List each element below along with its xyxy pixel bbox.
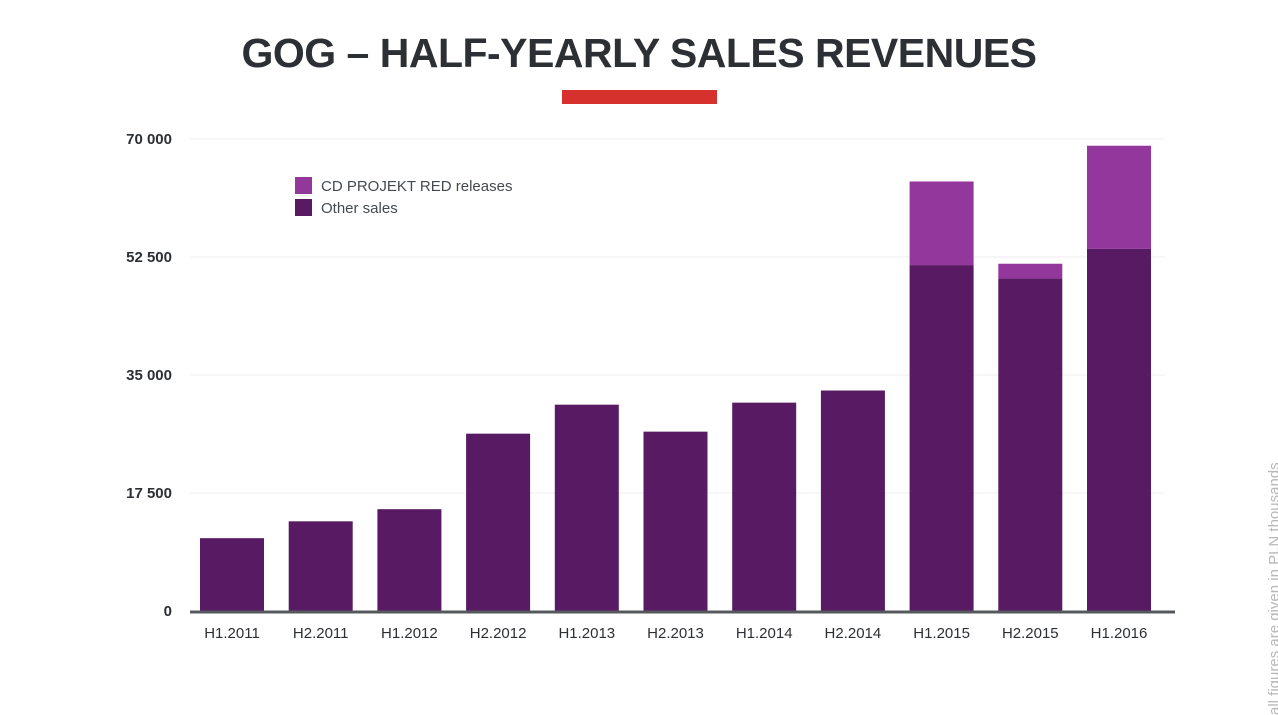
bars [200, 145, 1151, 611]
y-tick-label: 0 [164, 603, 172, 620]
bar-other-sales [377, 509, 442, 611]
bar-other-sales [909, 265, 974, 611]
title-underline [562, 90, 717, 104]
x-tick-label: H2.2015 [1002, 625, 1059, 642]
y-tick-label: 52 500 [126, 249, 172, 266]
x-tick-label: H1.2013 [558, 625, 615, 642]
legend-swatch [295, 199, 312, 216]
x-tick-label: H2.2014 [825, 625, 882, 642]
bar-cd-projekt-red-releases [998, 263, 1063, 279]
bar-other-sales [466, 433, 531, 611]
legend-label: CD PROJEKT RED releases [321, 178, 512, 195]
x-tick-label: H1.2015 [913, 625, 970, 642]
x-tick-label: H1.2016 [1091, 625, 1148, 642]
bar-cd-projekt-red-releases [909, 181, 974, 266]
y-tick-label: 35 000 [126, 367, 172, 384]
bar-other-sales [732, 402, 797, 611]
x-tick-label: H2.2012 [470, 625, 527, 642]
bar-other-sales [998, 278, 1063, 611]
y-axis: 0 17 500 35 000 52 500 70 000 [126, 131, 172, 620]
y-tick-label: 70 000 [126, 131, 172, 148]
units-note: all figures are given in PLN thousands [1266, 462, 1278, 715]
legend-swatch [295, 177, 312, 194]
bar-other-sales [820, 390, 885, 611]
x-tick-label: H1.2011 [204, 625, 260, 642]
chart-title: GOG – HALF-YEARLY SALES REVENUES [241, 30, 1037, 76]
x-tick-label: H1.2012 [381, 625, 438, 642]
x-tick-label: H1.2014 [736, 625, 793, 642]
bar-other-sales [1087, 248, 1151, 611]
x-axis: H1.2011 H2.2011 H1.2012 H2.2012 H1.2013 H2.20… [190, 610, 1175, 642]
x-tick-label: H2.2011 [293, 625, 349, 642]
legend-label: Other sales [321, 200, 398, 217]
bar-other-sales [200, 538, 264, 611]
y-tick-label: 17 500 [126, 485, 172, 502]
bar-cd-projekt-red-releases [1087, 145, 1151, 249]
bar-other-sales [288, 521, 353, 611]
bar-other-sales [554, 404, 619, 611]
x-tick-label: H2.2013 [647, 625, 704, 642]
bar-other-sales [643, 431, 708, 611]
legend: CD PROJEKT RED releases Other sales [295, 177, 512, 217]
